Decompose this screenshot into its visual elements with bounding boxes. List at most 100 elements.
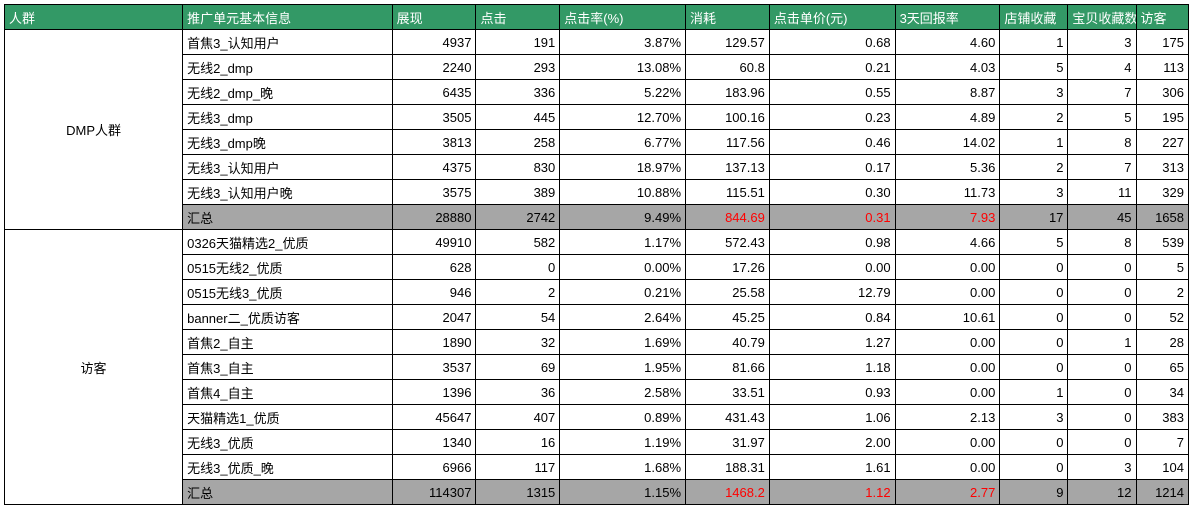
table-row: banner二_优质访客2047542.64%45.250.8410.61005…: [5, 305, 1189, 330]
metric-cell: 2.00: [769, 430, 895, 455]
metric-cell: 54: [476, 305, 560, 330]
metric-cell: 25.58: [686, 280, 770, 305]
metric-cell: 2: [1136, 280, 1188, 305]
metric-cell: 117.56: [686, 130, 770, 155]
table-header-row: 人群推广单元基本信息展现点击点击率(%)消耗点击单价(元)3天回报率店铺收藏宝贝…: [5, 5, 1189, 30]
metric-cell: 572.43: [686, 230, 770, 255]
summary-label: 汇总: [183, 480, 393, 505]
metric-cell: 0: [1068, 255, 1136, 280]
metric-cell: 0.00%: [560, 255, 686, 280]
metric-cell: 0.00: [895, 255, 1000, 280]
metric-cell: 12.70%: [560, 105, 686, 130]
col-header: 推广单元基本信息: [183, 5, 393, 30]
metric-cell: 7: [1068, 80, 1136, 105]
metric-cell: 1.68%: [560, 455, 686, 480]
unit-name: 无线2_dmp: [183, 55, 393, 80]
metric-cell: 3.87%: [560, 30, 686, 55]
metric-cell: 1.19%: [560, 430, 686, 455]
summary-cell: 1.12: [769, 480, 895, 505]
metric-cell: 1: [1000, 30, 1068, 55]
metric-cell: 13.08%: [560, 55, 686, 80]
metric-cell: 5: [1000, 55, 1068, 80]
metric-cell: 0: [1000, 305, 1068, 330]
metric-cell: 1.18: [769, 355, 895, 380]
summary-cell: 9.49%: [560, 205, 686, 230]
summary-cell: 0.31: [769, 205, 895, 230]
unit-name: 首焦4_自主: [183, 380, 393, 405]
metric-cell: 293: [476, 55, 560, 80]
metric-cell: 7: [1136, 430, 1188, 455]
metric-cell: 258: [476, 130, 560, 155]
metric-cell: 306: [1136, 80, 1188, 105]
metric-cell: 0: [1000, 430, 1068, 455]
metric-cell: 0.89%: [560, 405, 686, 430]
unit-name: 首焦3_自主: [183, 355, 393, 380]
metric-cell: 100.16: [686, 105, 770, 130]
unit-name: 无线3_dmp晚: [183, 130, 393, 155]
metric-cell: 1.95%: [560, 355, 686, 380]
metric-cell: 0: [1000, 330, 1068, 355]
col-header: 消耗: [686, 5, 770, 30]
metric-cell: 0.68: [769, 30, 895, 55]
metric-cell: 8.87: [895, 80, 1000, 105]
summary-cell: 9: [1000, 480, 1068, 505]
metric-cell: 7: [1068, 155, 1136, 180]
metric-cell: 4.89: [895, 105, 1000, 130]
metric-cell: 1340: [392, 430, 476, 455]
metric-cell: 2.13: [895, 405, 1000, 430]
unit-name: 无线3_认知用户晚: [183, 180, 393, 205]
metric-cell: 65: [1136, 355, 1188, 380]
metric-cell: 0: [1068, 430, 1136, 455]
metric-cell: 431.43: [686, 405, 770, 430]
unit-name: 无线3_优质_晚: [183, 455, 393, 480]
table-row: 0515无线2_优质62800.00%17.260.000.00005: [5, 255, 1189, 280]
metric-cell: 11.73: [895, 180, 1000, 205]
metric-cell: 10.88%: [560, 180, 686, 205]
metric-cell: 12.79: [769, 280, 895, 305]
metric-cell: 2.64%: [560, 305, 686, 330]
unit-name: 0326天猫精选2_优质: [183, 230, 393, 255]
summary-cell: 7.93: [895, 205, 1000, 230]
col-header: 3天回报率: [895, 5, 1000, 30]
summary-row: 汇总2888027429.49%844.690.317.9317451658: [5, 205, 1189, 230]
metric-cell: 3: [1000, 405, 1068, 430]
metric-cell: 582: [476, 230, 560, 255]
table-row: 首焦4_自主1396362.58%33.510.930.001034: [5, 380, 1189, 405]
metric-cell: 129.57: [686, 30, 770, 55]
metric-cell: 539: [1136, 230, 1188, 255]
metric-cell: 4.03: [895, 55, 1000, 80]
metric-cell: 31.97: [686, 430, 770, 455]
metric-cell: 5: [1068, 105, 1136, 130]
metric-cell: 0: [476, 255, 560, 280]
metric-cell: 0.21: [769, 55, 895, 80]
metric-cell: 0.23: [769, 105, 895, 130]
metric-cell: 1.69%: [560, 330, 686, 355]
summary-cell: 28880: [392, 205, 476, 230]
metric-cell: 81.66: [686, 355, 770, 380]
summary-cell: 844.69: [686, 205, 770, 230]
metric-cell: 227: [1136, 130, 1188, 155]
metric-cell: 0.00: [895, 430, 1000, 455]
summary-label: 汇总: [183, 205, 393, 230]
metric-cell: 3813: [392, 130, 476, 155]
col-header: 人群: [5, 5, 183, 30]
col-header: 展现: [392, 5, 476, 30]
unit-name: 首焦3_认知用户: [183, 30, 393, 55]
metric-cell: 3537: [392, 355, 476, 380]
summary-cell: 1315: [476, 480, 560, 505]
metric-cell: 60.8: [686, 55, 770, 80]
unit-name: 天猫精选1_优质: [183, 405, 393, 430]
metric-cell: 0.84: [769, 305, 895, 330]
metric-cell: 115.51: [686, 180, 770, 205]
metric-cell: 0.98: [769, 230, 895, 255]
metric-cell: 3: [1068, 455, 1136, 480]
col-header: 点击率(%): [560, 5, 686, 30]
metric-cell: 0: [1068, 405, 1136, 430]
metric-cell: 18.97%: [560, 155, 686, 180]
metric-cell: 17.26: [686, 255, 770, 280]
table-row: 无线3_认知用户晚357538910.88%115.510.3011.73311…: [5, 180, 1189, 205]
col-header: 访客: [1136, 5, 1188, 30]
metric-cell: 3505: [392, 105, 476, 130]
table-row: 首焦2_自主1890321.69%40.791.270.000128: [5, 330, 1189, 355]
metric-cell: 11: [1068, 180, 1136, 205]
